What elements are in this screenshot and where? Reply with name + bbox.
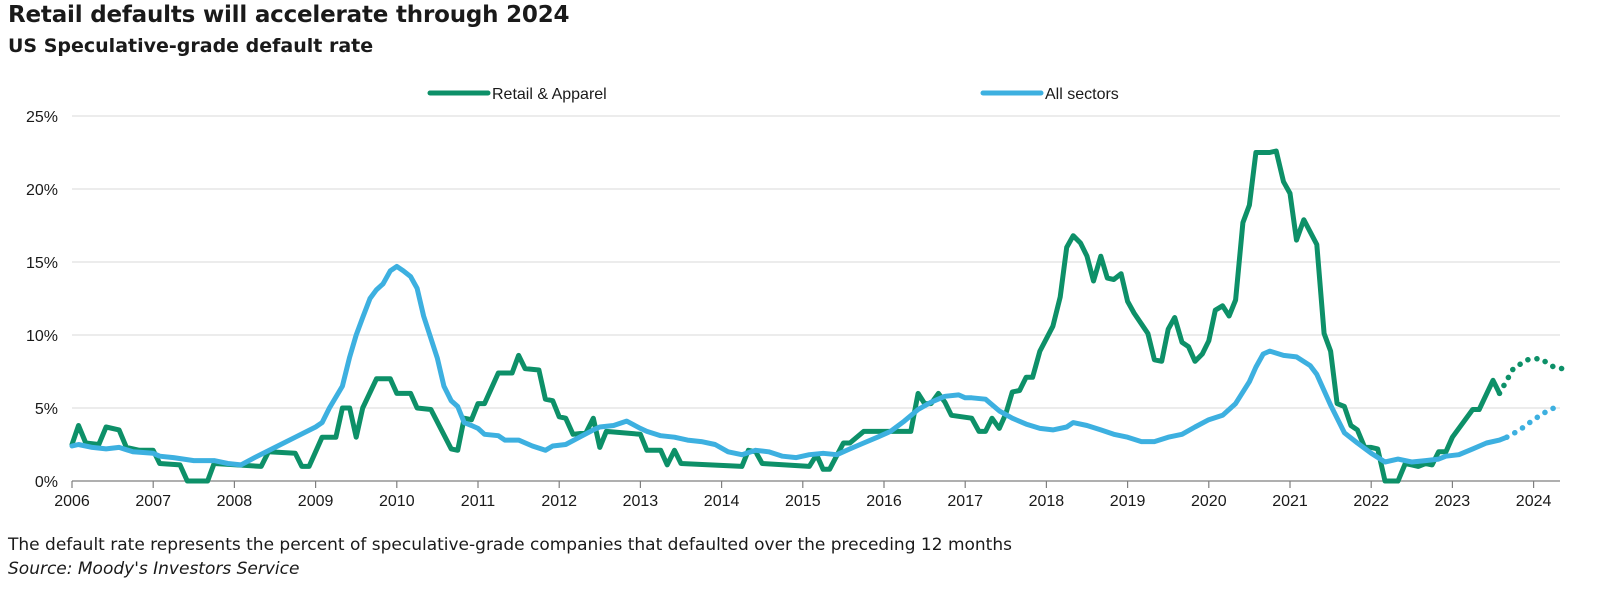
- x-tick-label: 2007: [135, 493, 171, 510]
- x-tick-label: 2012: [541, 493, 577, 510]
- y-tick-label: 0%: [35, 474, 58, 491]
- source-note: Source: Moody's Investors Service: [8, 559, 300, 579]
- all-sectors-forecast-line: [1504, 402, 1564, 440]
- x-tick-label: 2015: [785, 493, 821, 510]
- x-tick-label: 2010: [379, 493, 415, 510]
- x-tick-label: 2016: [866, 493, 902, 510]
- x-tick-label: 2017: [947, 493, 983, 510]
- footnote: The default rate represents the percent …: [8, 535, 1012, 555]
- x-tick-label: 2009: [298, 493, 334, 510]
- y-tick-label: 15%: [26, 255, 58, 272]
- y-axis: 0% 5% 10% 15% 20% 25%: [26, 109, 58, 491]
- retail-apparel-line: [69, 148, 1502, 484]
- x-tick-label: 2013: [623, 493, 659, 510]
- all-sectors-line: [69, 263, 1510, 468]
- chart-title: Retail defaults will accelerate through …: [8, 2, 570, 28]
- x-tick-label: 2022: [1353, 493, 1389, 510]
- x-tick-label: 2008: [217, 493, 253, 510]
- gridlines: [72, 115, 1560, 409]
- x-tick-label: 2020: [1191, 493, 1227, 510]
- legend-label: All sectors: [1045, 86, 1119, 103]
- series-lines: [69, 148, 1565, 484]
- retail-apparel-forecast-line: [1496, 355, 1565, 397]
- y-tick-label: 25%: [26, 109, 58, 126]
- chart-subtitle: US Speculative-grade default rate: [8, 35, 374, 57]
- legend-label: Retail & Apparel: [492, 86, 607, 103]
- y-tick-label: 10%: [26, 328, 58, 345]
- x-axis: 2006 2007 2008 2009 2010 2011 2012 2013 2014 2015…: [54, 480, 1560, 510]
- x-tick-label: 2014: [704, 493, 740, 510]
- legend: Retail & Apparel All sectors: [427, 86, 1119, 103]
- x-tick-label: 2018: [1029, 493, 1065, 510]
- y-tick-label: 5%: [35, 401, 58, 418]
- x-tick-label: 2024: [1516, 493, 1552, 510]
- x-tick-label: 2019: [1110, 493, 1146, 510]
- x-tick-label: 2006: [54, 493, 90, 510]
- x-tick-label: 2021: [1272, 493, 1308, 510]
- x-tick-label: 2023: [1435, 493, 1471, 510]
- y-tick-label: 20%: [26, 182, 58, 199]
- x-tick-label: 2011: [461, 493, 496, 510]
